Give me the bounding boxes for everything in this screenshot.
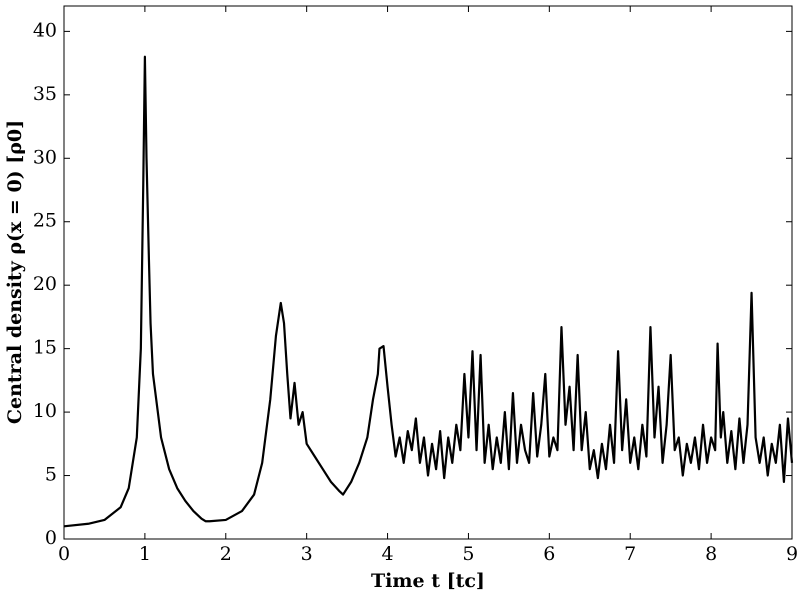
x-tick-label: 8 (705, 543, 717, 565)
data-line (63, 55, 794, 528)
y-axis-label: Central density ρ(x = 0) [ρ0] (4, 120, 26, 424)
x-tick-label: 4 (382, 543, 394, 565)
y-tick-label: 40 (33, 19, 57, 41)
x-tick-label: 9 (786, 543, 798, 565)
y-tick-label: 0 (45, 527, 57, 549)
y-tick-label: 20 (33, 273, 57, 295)
x-tick-label: 3 (301, 543, 313, 565)
x-tick-label: 2 (220, 543, 232, 565)
y-tick-label: 30 (33, 146, 57, 168)
x-tick-label: 1 (139, 543, 151, 565)
plot-frame (63, 5, 793, 540)
y-tick-label: 15 (33, 337, 57, 359)
y-tick-label: 35 (33, 83, 57, 105)
x-tick-label: 7 (624, 543, 636, 565)
x-axis-label: Time t [tc] (371, 570, 485, 592)
x-tick-label: 0 (58, 543, 70, 565)
x-tick-label: 5 (462, 543, 474, 565)
x-tick-label: 6 (543, 543, 555, 565)
y-tick-label: 10 (33, 400, 57, 422)
y-tick-label: 5 (45, 464, 57, 486)
y-tick-label: 25 (33, 210, 57, 232)
